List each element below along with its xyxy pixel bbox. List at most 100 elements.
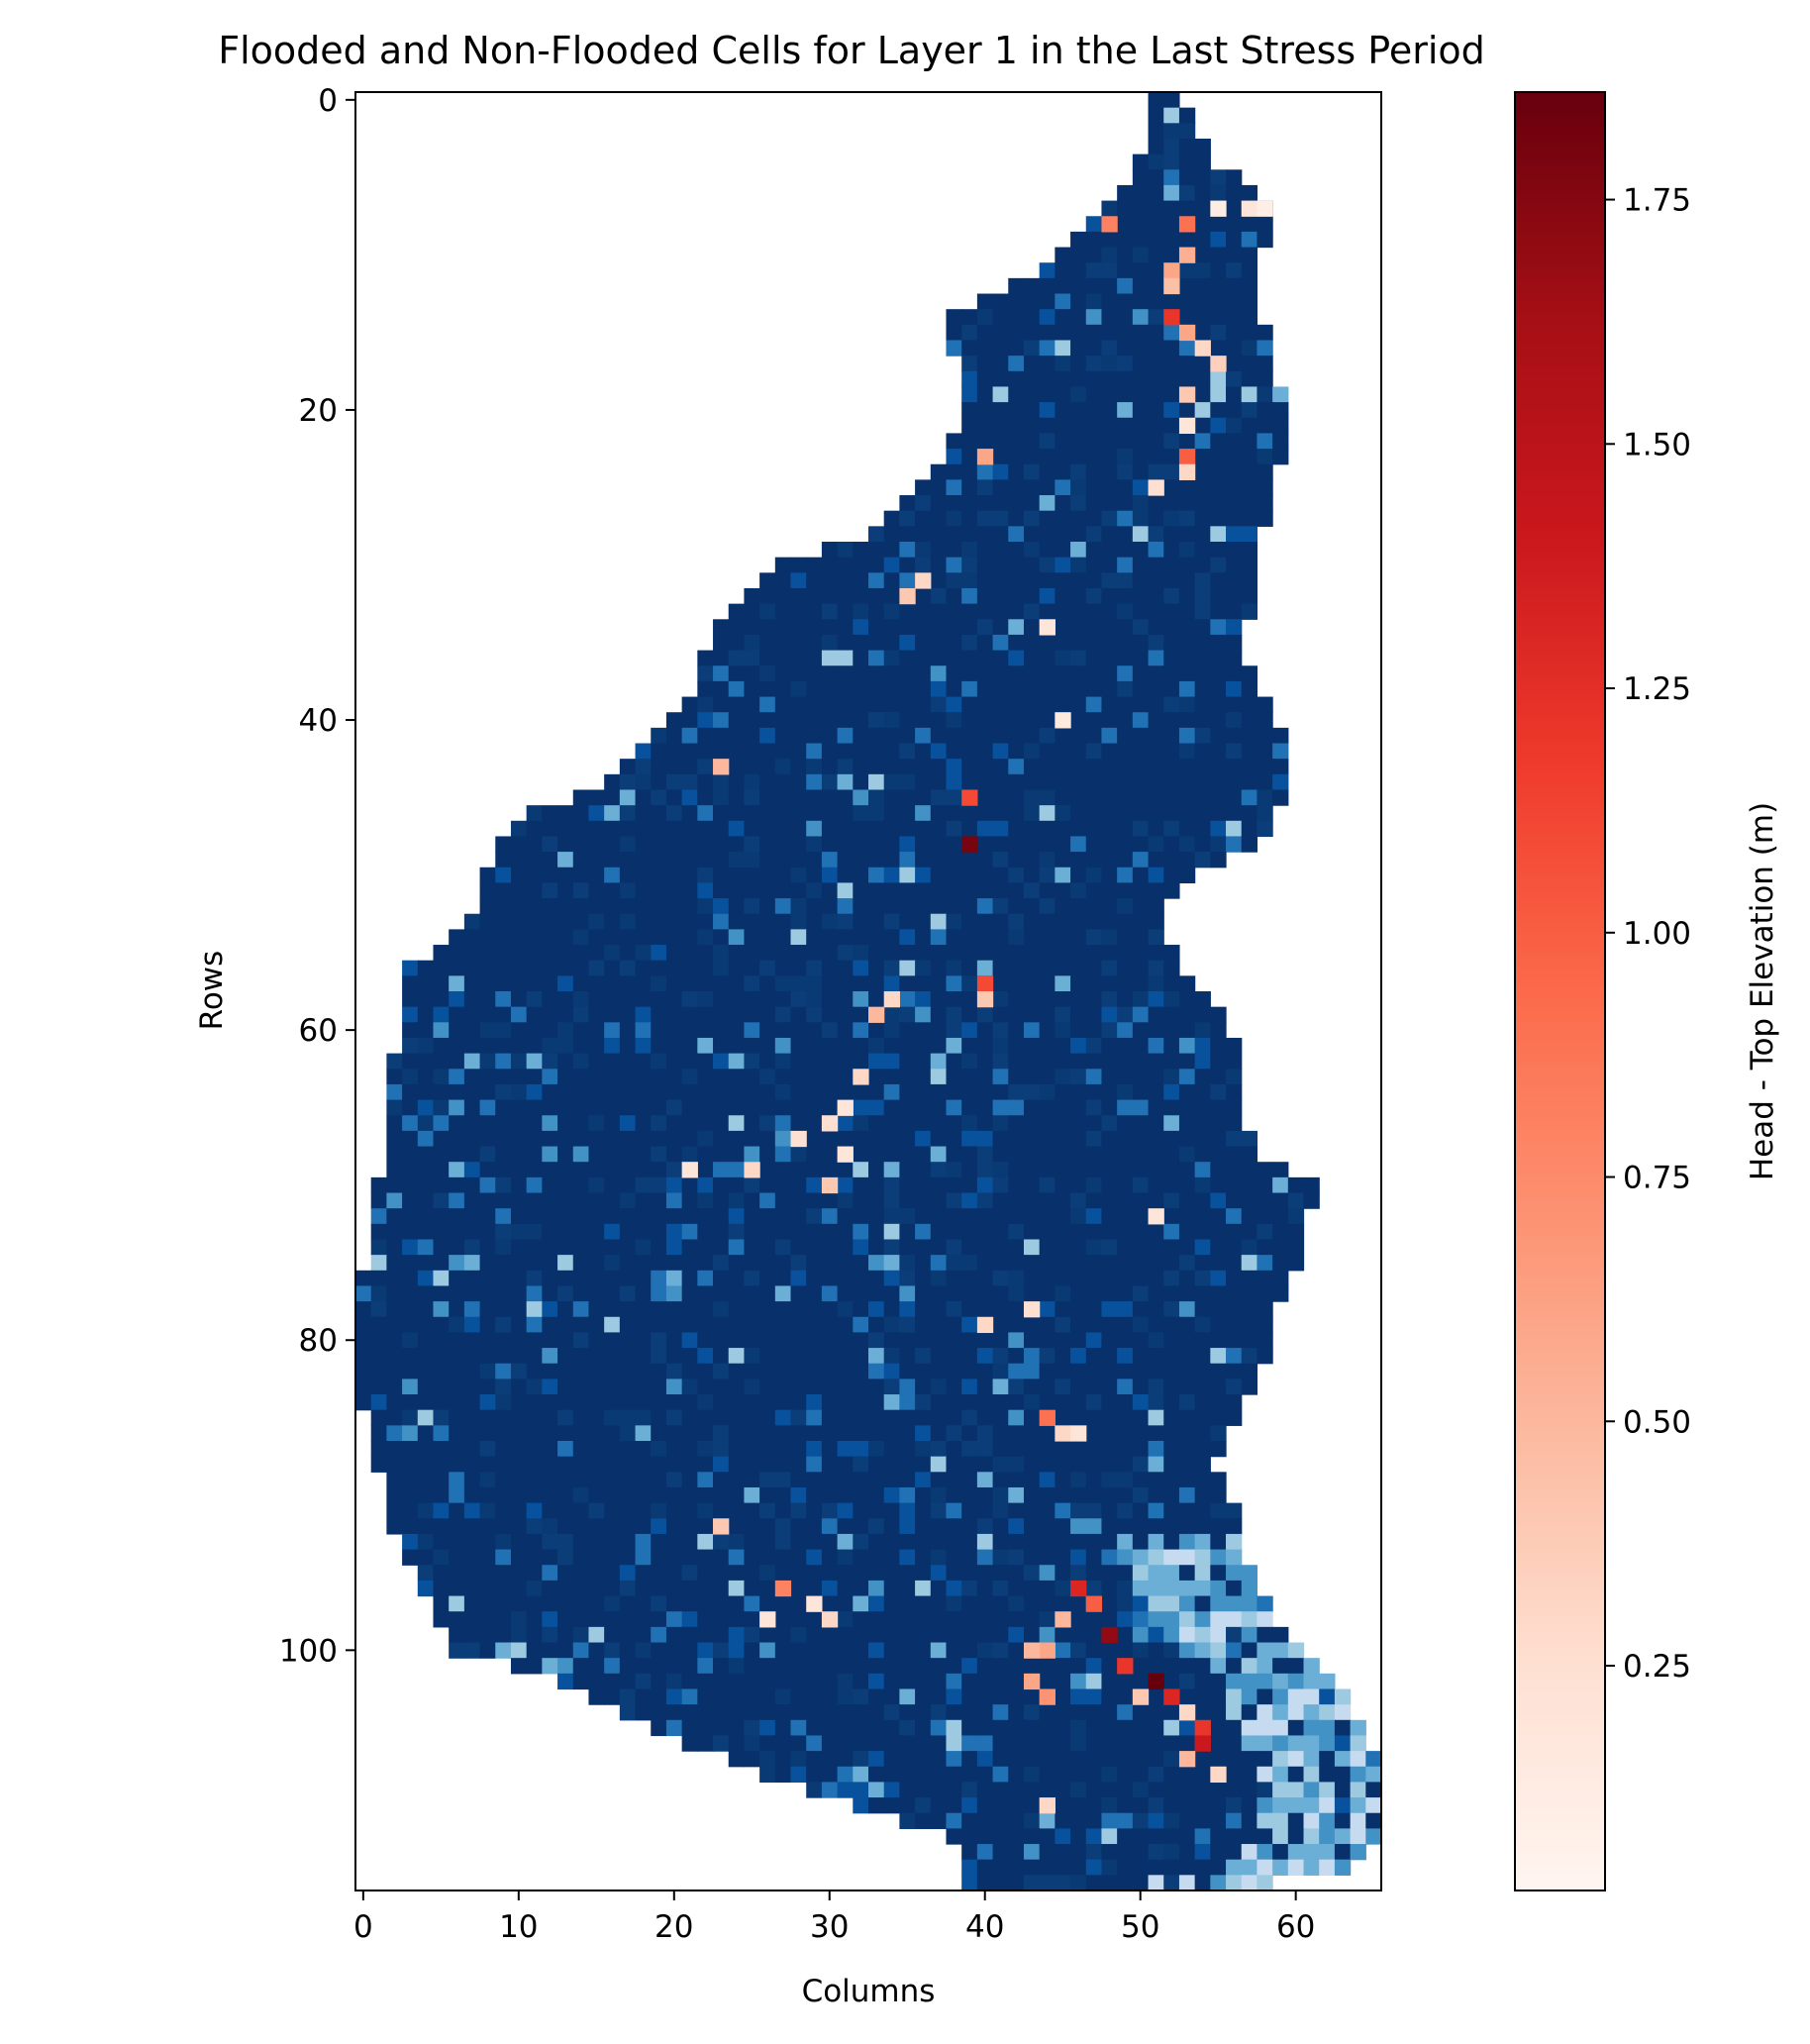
non-flooded-cell — [495, 898, 512, 915]
non-flooded-cell — [1241, 1704, 1258, 1721]
non-flooded-cell — [1132, 619, 1150, 636]
non-flooded-cell — [759, 1285, 776, 1302]
non-flooded-cell — [1101, 324, 1118, 342]
non-flooded-cell — [604, 1146, 621, 1163]
non-flooded-cell — [1163, 1658, 1180, 1675]
non-flooded-cell — [1070, 789, 1087, 806]
non-flooded-cell — [744, 789, 760, 806]
non-flooded-cell — [774, 572, 792, 589]
non-flooded-cell — [463, 1006, 481, 1023]
non-flooded-cell — [992, 1502, 1009, 1519]
non-flooded-cell — [713, 1595, 730, 1612]
non-flooded-cell — [386, 1053, 403, 1070]
non-flooded-cell — [1039, 1115, 1056, 1132]
non-flooded-cell — [635, 1037, 652, 1055]
non-flooded-cell — [790, 1409, 807, 1426]
non-flooded-cell — [1085, 1270, 1103, 1287]
non-flooded-cell — [821, 542, 839, 559]
non-flooded-cell — [992, 1782, 1009, 1798]
non-flooded-cell — [1178, 309, 1196, 326]
non-flooded-cell — [417, 1316, 435, 1334]
non-flooded-cell — [1132, 743, 1150, 760]
non-flooded-cell — [930, 960, 948, 976]
non-flooded-cell — [1178, 572, 1196, 589]
non-flooded-cell — [1132, 1069, 1150, 1085]
non-flooded-cell — [1241, 262, 1258, 279]
non-flooded-cell — [961, 479, 978, 496]
non-flooded-cell — [1148, 1006, 1164, 1023]
non-flooded-cell — [542, 1425, 558, 1442]
non-flooded-cell — [837, 975, 854, 992]
non-flooded-cell — [899, 1348, 916, 1365]
non-flooded-cell — [588, 1363, 605, 1380]
non-flooded-cell — [1210, 1797, 1227, 1814]
non-flooded-cell — [1070, 557, 1087, 573]
non-flooded-cell — [697, 773, 714, 791]
non-flooded-cell — [853, 650, 869, 666]
non-flooded-cell — [806, 1409, 823, 1426]
non-flooded-cell — [1194, 1176, 1211, 1194]
non-flooded-cell — [1132, 836, 1150, 853]
non-flooded-cell — [1210, 1751, 1227, 1768]
non-flooded-cell — [604, 975, 621, 992]
non-flooded-cell — [557, 1533, 574, 1551]
non-flooded-cell — [1023, 898, 1041, 915]
non-flooded-cell — [806, 867, 823, 884]
non-flooded-cell — [1101, 1099, 1118, 1116]
non-flooded-cell — [1350, 1828, 1366, 1845]
non-flooded-cell — [976, 1642, 994, 1659]
non-flooded-cell — [1055, 1735, 1071, 1752]
flooded-cell — [1070, 1580, 1087, 1597]
non-flooded-cell — [1101, 1348, 1118, 1365]
non-flooded-cell — [681, 1130, 698, 1148]
non-flooded-cell — [992, 1130, 1009, 1148]
non-flooded-cell — [1023, 1549, 1041, 1566]
colorbar-gradient — [1514, 91, 1606, 1891]
non-flooded-cell — [976, 1611, 994, 1628]
non-flooded-cell — [1178, 1797, 1196, 1814]
non-flooded-cell — [930, 773, 948, 791]
non-flooded-cell — [557, 945, 574, 962]
non-flooded-cell — [1132, 433, 1150, 450]
non-flooded-cell — [402, 1162, 419, 1178]
non-flooded-cell — [759, 820, 776, 838]
non-flooded-cell — [1148, 542, 1164, 559]
non-flooded-cell — [1178, 1611, 1196, 1628]
non-flooded-cell — [1226, 1379, 1243, 1395]
non-flooded-cell — [479, 1580, 496, 1597]
non-flooded-cell — [1023, 340, 1041, 357]
non-flooded-cell — [899, 1053, 916, 1070]
non-flooded-cell — [992, 1083, 1009, 1101]
non-flooded-cell — [1055, 1162, 1071, 1178]
non-flooded-cell — [1194, 1642, 1211, 1659]
non-flooded-cell — [510, 913, 528, 930]
non-flooded-cell — [853, 1192, 869, 1209]
non-flooded-cell — [1210, 510, 1227, 527]
non-flooded-cell — [868, 712, 885, 729]
non-flooded-cell — [1148, 1844, 1164, 1861]
non-flooded-cell — [635, 1626, 652, 1644]
non-flooded-cell — [992, 1053, 1009, 1070]
non-flooded-cell — [604, 1316, 621, 1334]
non-flooded-cell — [635, 1441, 652, 1458]
non-flooded-cell — [697, 1565, 714, 1582]
non-flooded-cell — [542, 1301, 558, 1318]
non-flooded-cell — [976, 665, 994, 682]
flooded-cell — [1085, 1595, 1103, 1612]
non-flooded-cell — [1178, 1565, 1196, 1582]
non-flooded-cell — [510, 1285, 528, 1302]
non-flooded-cell — [604, 1239, 621, 1256]
non-flooded-cell — [1148, 1704, 1164, 1721]
non-flooded-cell — [759, 1549, 776, 1566]
non-flooded-cell — [976, 852, 994, 869]
non-flooded-cell — [697, 1332, 714, 1349]
non-flooded-cell — [619, 1673, 637, 1690]
non-flooded-cell — [1241, 1316, 1258, 1334]
non-flooded-cell — [1163, 852, 1180, 869]
non-flooded-cell — [1194, 820, 1211, 838]
non-flooded-cell — [1055, 1472, 1071, 1488]
non-flooded-cell — [1039, 1595, 1056, 1612]
non-flooded-cell — [1132, 945, 1150, 962]
non-flooded-cell — [1101, 557, 1118, 573]
non-flooded-cell — [1132, 1083, 1150, 1101]
